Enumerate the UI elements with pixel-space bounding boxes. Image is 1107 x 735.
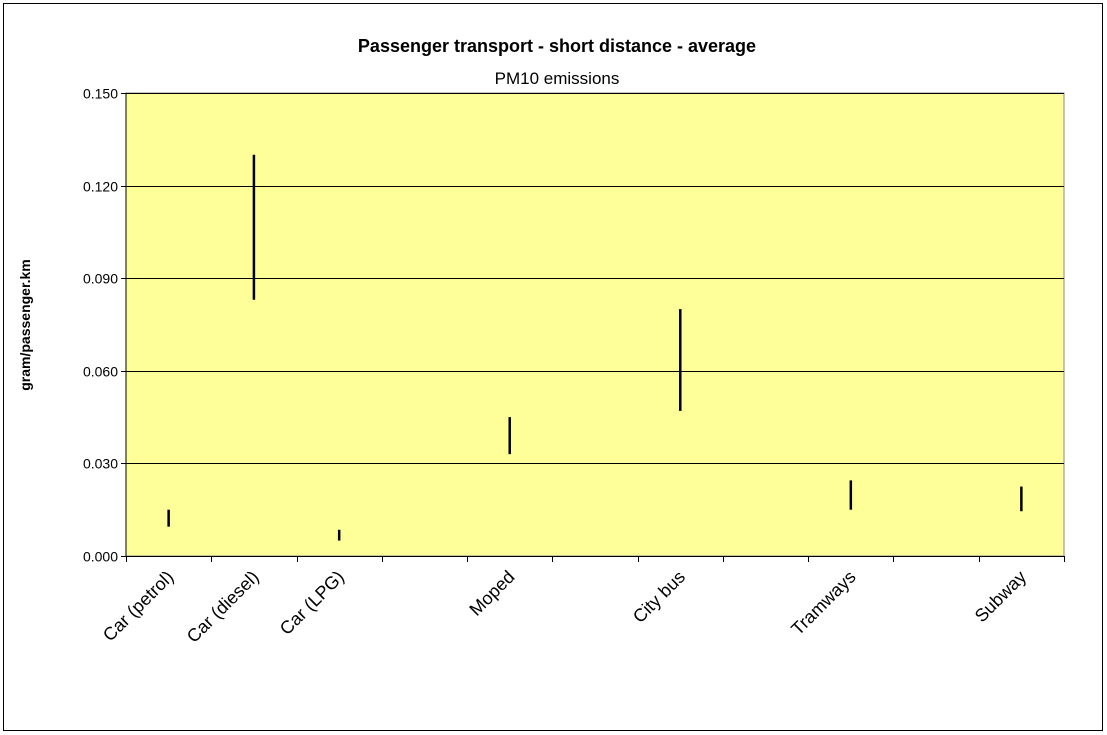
y-tick-label: 0.120 [83,179,118,195]
chart-title: Passenger transport - short distance - a… [358,36,756,56]
y-axis-ticks: 0.000 0.030 0.060 0.090 0.120 0.150 [83,86,126,565]
y-tick-label: 0.030 [83,456,118,472]
axes [125,93,1064,557]
x-tick-label: Tramways [787,567,859,639]
y-tick-label: 0.150 [83,86,118,102]
data-marks [167,154,1023,541]
x-tick-label: Car (diesel) [183,567,263,647]
x-tick-label: City bus [629,567,689,627]
x-axis-ticks: Car (petrol) Car (diesel) Car (LPG) Moped Ci… [99,556,1065,647]
x-tick-label: Subway [971,567,1030,626]
x-tick-label: Car (LPG) [276,567,348,639]
y-axis-label: gram/passenger.km [17,259,33,391]
x-tick-label: Moped [465,567,518,620]
x-tick-label: Car (petrol) [99,567,178,646]
y-tick-label: 0.060 [83,364,118,380]
y-tick-label: 0.090 [83,271,118,287]
chart-subtitle: PM10 emissions [495,69,620,88]
y-tick-label: 0.000 [83,549,118,565]
gridlines [126,93,1064,464]
plot-area [125,92,1065,557]
